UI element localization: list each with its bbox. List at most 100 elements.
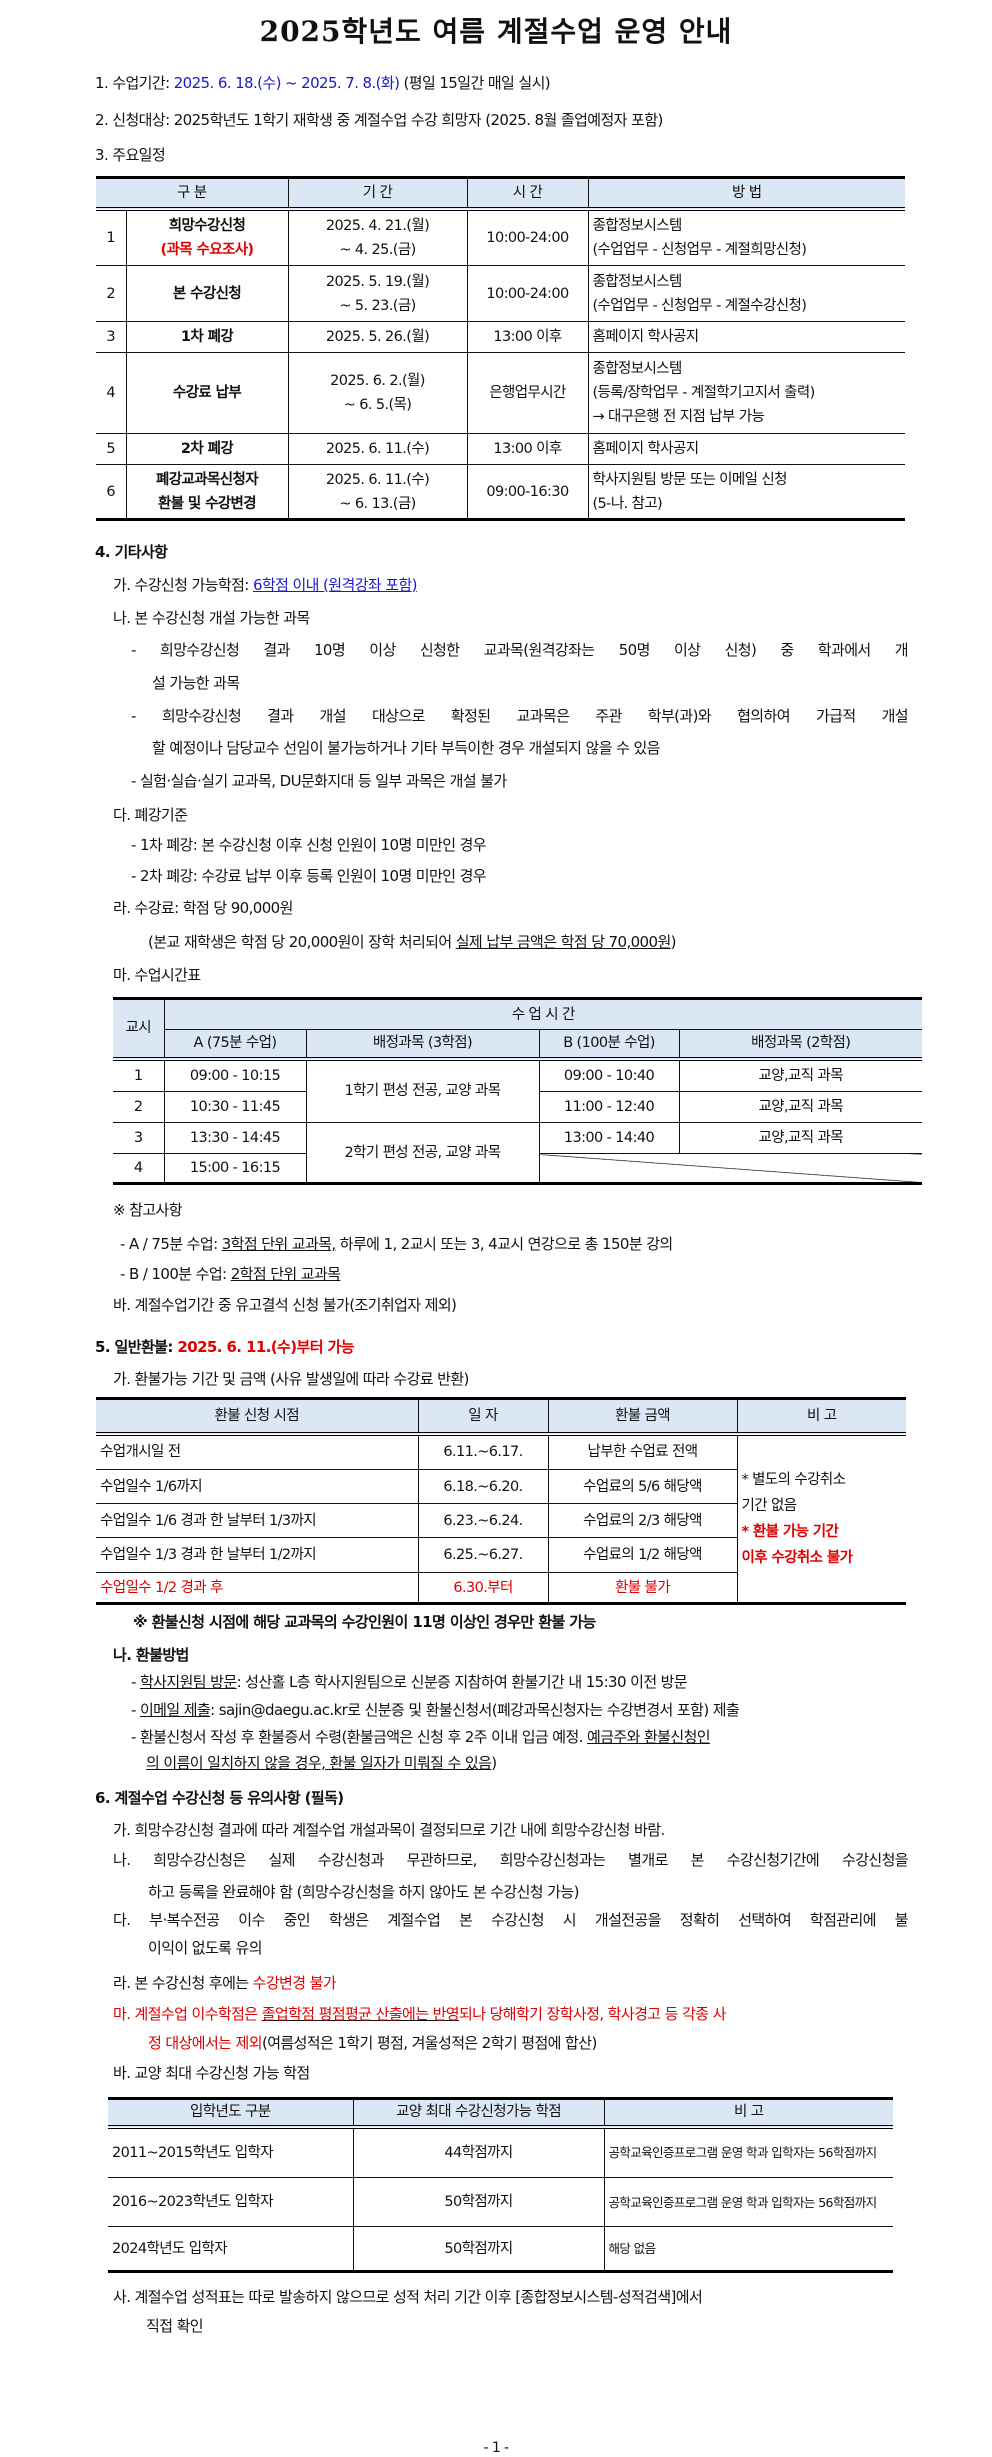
col-header: 환불 신청 시점 bbox=[96, 1398, 419, 1436]
bullet-cont: 의 이름이 일치하지 않을 경우, 환불 일자가 미뤄질 수 있음) bbox=[146, 1753, 497, 1773]
text: - A / 75분 수업: bbox=[120, 1235, 222, 1253]
table-row: 수업일수 1/3 경과 한 날부터 1/2까지 6.25.~6.27. 수업료의… bbox=[96, 1537, 906, 1573]
refund-date: 6.25.~6.27. bbox=[417, 1537, 549, 1573]
text-underlined: 2학점 단위 교과목 bbox=[230, 1265, 341, 1283]
col-header: 방 법 bbox=[587, 177, 905, 211]
item-cont: 정 대상에서는 제외(여름성적은 1학기 평점, 겨울성적은 2학기 평점에 합… bbox=[148, 2033, 597, 2053]
class-period: 1. 수업기간: 2025. 6. 18.(수) ~ 2025. 7. 8.(화… bbox=[95, 73, 551, 93]
period-end: ~ 4. 25.(금) bbox=[339, 241, 416, 258]
text: : 성산홀 L층 학사지원팀으로 신분증 지참하여 환불기간 내 15:30 이… bbox=[236, 1673, 688, 1691]
schedule-name: 본 수강신청 bbox=[125, 265, 289, 322]
admission-year: 2016~2023학년도 입학자 bbox=[108, 2177, 354, 2227]
timetable: 교시 수 업 시 간 A (75분 수업) 배정과목 (3학점) B (100분 수업… bbox=[113, 997, 922, 1185]
remark-line: 이후 수강취소 불가 bbox=[741, 1549, 853, 1566]
table-row: 5 2차 폐강 2025. 6. 11.(수) 13:00 이후 홈페이지 학사… bbox=[96, 433, 905, 465]
text: 라. 본 수강신청 후에는 bbox=[113, 1974, 253, 1992]
credit-limit-link[interactable]: 6학점 이내 (원격강좌 포함) bbox=[252, 576, 418, 594]
text: 마. 계절수업 이수학점은 bbox=[113, 2005, 262, 2023]
period-number: 2 bbox=[113, 1091, 165, 1123]
b-subjects: 교양,교직 과목 bbox=[678, 1122, 922, 1154]
fee-note: (본교 재학생은 학점 당 20,000원이 장학 처리되어 실제 납부 금액은… bbox=[148, 932, 677, 952]
method-line: 종합정보시스템 bbox=[592, 217, 683, 234]
refund-date: 2025. 6. 11.(수)부터 가능 bbox=[177, 1338, 354, 1356]
table-row: 3 1차 폐강 2025. 5. 26.(월) 13:00 이후 홈페이지 학사… bbox=[96, 321, 905, 353]
method: 홈페이지 학사공지 bbox=[587, 433, 905, 465]
max-credits: 50학점까지 bbox=[352, 2226, 605, 2272]
section-heading: 4. 기타사항 bbox=[95, 543, 168, 561]
section-heading: 6. 계절수업 수강신청 등 유의사항 (필독) bbox=[95, 1789, 344, 1807]
table-row: 4 15:00 - 16:15 bbox=[113, 1153, 922, 1184]
section-heading: 3. 주요일정 bbox=[95, 146, 166, 164]
a-time: 15:00 - 16:15 bbox=[163, 1153, 307, 1184]
method-line: (수업업무 - 신청업무 - 계절수강신청) bbox=[592, 297, 807, 314]
max-credits: 44학점까지 bbox=[352, 2126, 605, 2178]
text-underlined: 3학점 단위 교과목, bbox=[221, 1235, 336, 1253]
period: 2025. 6. 11.(수) bbox=[287, 433, 468, 465]
subheading: 마. 수업시간표 bbox=[113, 966, 201, 984]
table-row: 2016~2023학년도 입학자 50학점까지 공학교육인증프로그램 운영 학과… bbox=[108, 2177, 893, 2227]
class-period-note: (평일 15일간 매일 실시) bbox=[399, 74, 551, 92]
text-underlined: 졸업학점 평점평균 산출에는 반영 bbox=[261, 2005, 460, 2023]
text: - B / 100분 수업: bbox=[120, 1265, 231, 1283]
table-row: 수업개시일 전 6.11.~6.17. 납부한 수업료 전액 * 별도의 수강취… bbox=[96, 1433, 906, 1604]
period-start: 2025. 6. 2.(월) bbox=[330, 373, 425, 389]
table-row: 4 수강료 납부 2025. 6. 2.(월) ~ 6. 5.(목) 은행업무시간… bbox=[96, 352, 905, 434]
period: 2025. 4. 21.(월) ~ 4. 25.(금) bbox=[287, 208, 468, 266]
subheading: 나. 본 수강신청 개설 가능한 과목 bbox=[113, 609, 310, 627]
table-row: 1 09:00 - 10:15 1학기 편성 전공, 교양 과목 09:00 -… bbox=[113, 1058, 922, 1123]
label: 가. 수강신청 가능학점: bbox=[113, 576, 253, 594]
table-row: 2011~2015학년도 입학자 44학점까지 공학교육인증프로그램 운영 학과… bbox=[108, 2126, 893, 2178]
method-line: → 대구은행 전 지점 납부 가능 bbox=[592, 409, 765, 425]
refund-amount: 수업료의 1/2 해당액 bbox=[547, 1537, 737, 1573]
bullet: - 이메일 제출: sajin@daegu.ac.kr로 신분증 및 환불신청서… bbox=[131, 1700, 740, 1720]
remark: 해당 없음 bbox=[603, 2226, 893, 2272]
admission-year: 2024학년도 입학자 bbox=[108, 2226, 354, 2272]
method-line: (수업업무 - 신청업무 - 계절희망신청) bbox=[592, 241, 807, 258]
text: - 환불신청서 작성 후 환불증서 수령(환불금액은 신청 후 2주 이내 입금… bbox=[131, 1728, 587, 1746]
method-line: 종합정보시스템 bbox=[592, 273, 683, 290]
item: 나. 희망수강신청은 실제 수강신청과 무관하므로, 희망수강신청과는 별개로 … bbox=[113, 1851, 908, 1869]
empty-diagonal-cell bbox=[538, 1153, 922, 1184]
max-credits: 50학점까지 bbox=[352, 2177, 605, 2227]
time: 09:00-16:30 bbox=[466, 464, 589, 520]
method: 종합정보시스템 (수업업무 - 신청업무 - 계절희망신청) bbox=[587, 208, 905, 266]
item-cont: 직접 확인 bbox=[146, 2317, 204, 2335]
bullet: - 2차 폐강: 수강료 납부 이후 등록 인원이 10명 미만인 경우 bbox=[131, 867, 487, 885]
item: 가. 희망수강신청 결과에 따라 계절수업 개설과목이 결정되므로 기간 내에 … bbox=[113, 1821, 665, 1839]
refund-when: 수업일수 1/6까지 bbox=[96, 1469, 419, 1504]
text: ) bbox=[491, 1754, 497, 1772]
period: 2025. 6. 11.(수) ~ 6. 13.(금) bbox=[287, 464, 468, 520]
refund-date: 6.18.~6.20. bbox=[417, 1469, 549, 1504]
time: 10:00-24:00 bbox=[466, 208, 589, 266]
reference-heading: ※ 참고사항 bbox=[113, 1201, 183, 1219]
refund-table: 환불 신청 시점 일 자 환불 금액 비 고 수업개시일 전 6.11.~6.17. … bbox=[96, 1397, 906, 1605]
col-header: B (100분 수업) bbox=[538, 1029, 680, 1061]
b-subjects: 교양,교직 과목 bbox=[678, 1091, 922, 1123]
period-start: 2025. 4. 21.(월) bbox=[325, 217, 430, 234]
remark-line: 기간 없음 bbox=[741, 1497, 798, 1514]
remark-line: * 별도의 수강취소 bbox=[741, 1471, 846, 1488]
refund-when: 수업일수 1/3 경과 한 날부터 1/2까지 bbox=[96, 1537, 419, 1573]
a-time: 09:00 - 10:15 bbox=[163, 1058, 307, 1092]
method-line: 학사지원팀 방문 또는 이메일 신청 bbox=[592, 471, 788, 488]
item: 사. 계절수업 성적표는 따로 발송하지 않으므로 성적 처리 기간 이후 [종… bbox=[113, 2288, 703, 2306]
b-time: 09:00 - 10:40 bbox=[538, 1058, 680, 1092]
name-sub: (과목 수요조사) bbox=[160, 241, 255, 258]
subheading: 바. 계절수업기간 중 유고결석 신청 불가(조기취업자 제외) bbox=[113, 1296, 457, 1314]
method: 홈페이지 학사공지 bbox=[587, 321, 905, 353]
text: 되나 당해학기 장학사정, 학사경고 등 각종 사 bbox=[459, 2005, 726, 2023]
eligibility-text: 2025학년도 1학기 재학생 중 계절수업 수강 희망자 (2025. 8월 … bbox=[173, 111, 664, 129]
table-row: 2024학년도 입학자 50학점까지 해당 없음 bbox=[108, 2226, 893, 2272]
refund-amount: 수업료의 5/6 해당액 bbox=[547, 1469, 737, 1504]
credit-table: 입학년도 구분 교양 최대 수강신청가능 학점 비 고 2011~2015학년도 입… bbox=[108, 2097, 893, 2273]
col-header: 시 간 bbox=[466, 177, 589, 211]
label: 1. 수업기간: bbox=[95, 74, 174, 92]
a-time: 13:30 - 14:45 bbox=[163, 1122, 307, 1154]
period-start: 2025. 6. 11.(수) bbox=[325, 471, 430, 488]
row-number: 1 bbox=[96, 208, 127, 266]
col-header: 기 간 bbox=[287, 177, 468, 211]
method: 학사지원팀 방문 또는 이메일 신청 (5-나. 참고) bbox=[587, 464, 905, 520]
text-red: 수강변경 불가 bbox=[252, 1974, 337, 1992]
bullet: - 1차 폐강: 본 수강신청 이후 신청 인원이 10명 미만인 경우 bbox=[131, 836, 487, 854]
